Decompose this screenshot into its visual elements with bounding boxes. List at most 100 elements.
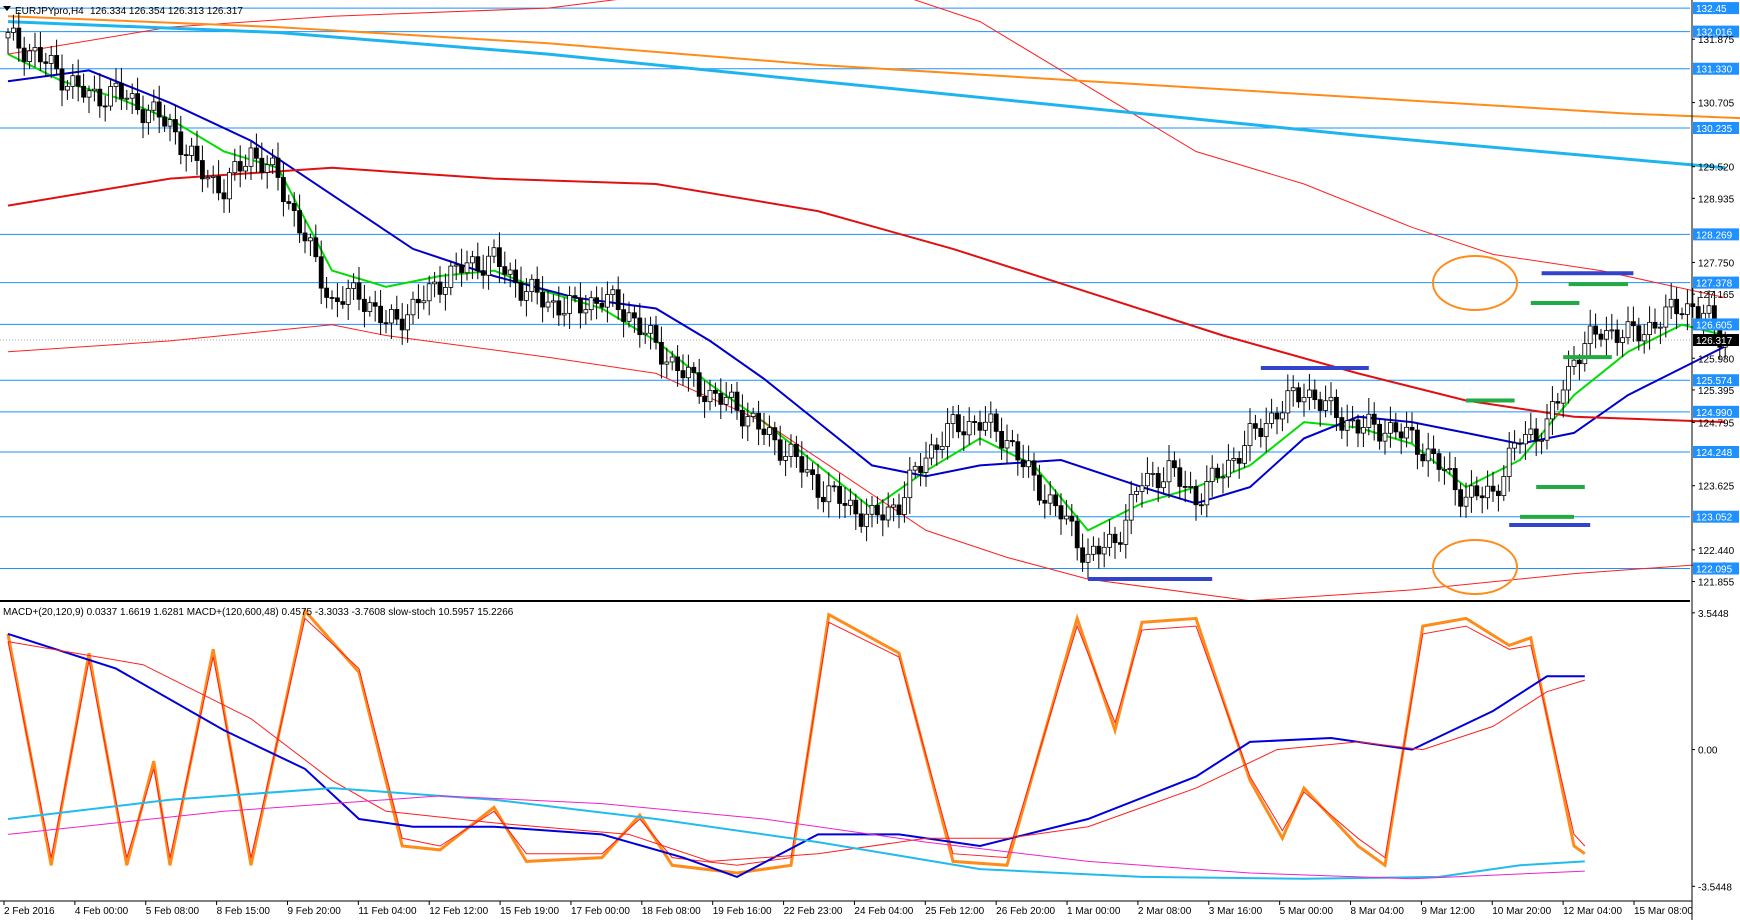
candle-body — [378, 305, 384, 324]
candle-body — [1328, 396, 1334, 402]
candle-body — [794, 443, 799, 457]
candle-body — [199, 160, 205, 180]
price-tick-label: 122.440 — [1698, 546, 1735, 557]
price-tag-label: 122.095 — [1696, 565, 1733, 576]
candle-body — [1031, 460, 1037, 476]
price-tag — [1693, 276, 1739, 289]
candle-body — [1415, 429, 1420, 455]
candle-body — [108, 86, 113, 107]
candle-body — [740, 409, 745, 427]
price-tag — [1693, 374, 1739, 387]
candle-body — [1539, 439, 1544, 442]
candle-body — [259, 157, 265, 173]
candle-body — [545, 301, 551, 308]
candle-body — [16, 27, 22, 49]
candle-body — [891, 504, 896, 508]
candle-body — [1182, 486, 1188, 488]
candle-body — [307, 237, 313, 242]
candle-body — [1458, 489, 1463, 507]
candle-body — [1274, 412, 1280, 420]
candle-body — [1290, 387, 1296, 392]
candle-body — [232, 161, 238, 174]
symbol-menu-icon[interactable] — [3, 6, 11, 11]
candle-body — [486, 255, 492, 276]
candle-body — [1263, 423, 1269, 437]
candle-body — [1496, 490, 1501, 497]
candle-body — [1339, 417, 1345, 431]
candle-body — [1053, 494, 1058, 507]
candle-body — [1393, 422, 1399, 433]
candle-body — [496, 247, 502, 268]
candle-body — [351, 282, 357, 289]
candle-body — [1436, 453, 1442, 470]
time-tick-label: 4 Feb 00:00 — [75, 906, 129, 917]
time-tick-label: 18 Feb 08:00 — [642, 906, 701, 917]
candle-body — [167, 119, 173, 127]
time-tick-label: 1 Mar 00:00 — [1067, 906, 1121, 917]
candle-body — [92, 88, 97, 92]
candle-body — [821, 496, 826, 503]
candle-body — [518, 282, 524, 301]
ohlc-values: 126.334 126.354 126.313 126.317 — [90, 6, 243, 17]
price-tag — [1693, 2, 1739, 15]
candle-body — [32, 47, 38, 52]
candle-body — [534, 278, 540, 293]
price-tick-label: 125.980 — [1698, 354, 1735, 365]
candle-body — [929, 444, 934, 459]
candle-body — [405, 314, 411, 331]
candle-body — [426, 283, 432, 302]
candle-body — [1317, 399, 1323, 411]
candle-body — [1155, 473, 1161, 489]
candle-body — [513, 269, 518, 284]
candle-body — [151, 101, 157, 111]
candle-body — [1193, 486, 1199, 506]
price-tag-label: 124.248 — [1696, 448, 1733, 459]
candle-body — [1452, 468, 1458, 491]
candle-body — [1355, 419, 1361, 434]
candle-body — [729, 391, 734, 398]
candle-body — [750, 412, 756, 417]
candle-body — [1577, 359, 1582, 365]
candle-body — [858, 513, 864, 527]
candle-body — [1026, 460, 1031, 468]
candle-body — [410, 298, 416, 316]
time-tick-label: 26 Feb 20:00 — [996, 906, 1055, 917]
candle-body — [356, 282, 362, 300]
price-tag-label: 132.45 — [1696, 4, 1727, 15]
candle-body — [297, 210, 303, 234]
candle-body — [1080, 547, 1085, 563]
candle-body — [939, 446, 945, 450]
time-tick-label: 5 Feb 08:00 — [146, 906, 200, 917]
candle-body — [129, 93, 135, 99]
price-tag-label: 126.605 — [1696, 320, 1733, 331]
candle-body — [567, 295, 572, 314]
candle-body — [1625, 321, 1631, 339]
candle-body — [194, 145, 200, 161]
candle-body — [275, 157, 281, 178]
candle-body — [1188, 486, 1193, 488]
candle-body — [1566, 366, 1571, 391]
candle-body — [388, 309, 394, 324]
time-tick-label: 8 Feb 15:00 — [217, 906, 271, 917]
time-tick-label: 17 Feb 00:00 — [571, 906, 630, 917]
candle-body — [718, 392, 724, 405]
candle-body — [205, 177, 211, 180]
candle-body — [1641, 334, 1647, 342]
candle-body — [210, 175, 216, 178]
candle-body — [145, 109, 151, 124]
price-tag-label: 123.052 — [1696, 513, 1733, 524]
candle-body — [1128, 493, 1134, 521]
candle-body — [556, 300, 562, 316]
highlight-circle[interactable] — [1432, 255, 1518, 311]
highlight-circle[interactable] — [1432, 539, 1518, 595]
price-tag-label: 127.378 — [1696, 279, 1733, 290]
candle-body — [243, 165, 249, 172]
candle-body — [707, 389, 713, 403]
time-tick-label: 10 Mar 20:00 — [1492, 906, 1551, 917]
candle-body — [912, 465, 918, 471]
time-axis: 2 Feb 2016 4 Feb 00:00 5 Feb 08:00 8 Feb 15… — [0, 900, 1693, 917]
candle-body — [1517, 442, 1523, 445]
candle-body — [669, 356, 675, 363]
candle-body — [453, 264, 459, 267]
